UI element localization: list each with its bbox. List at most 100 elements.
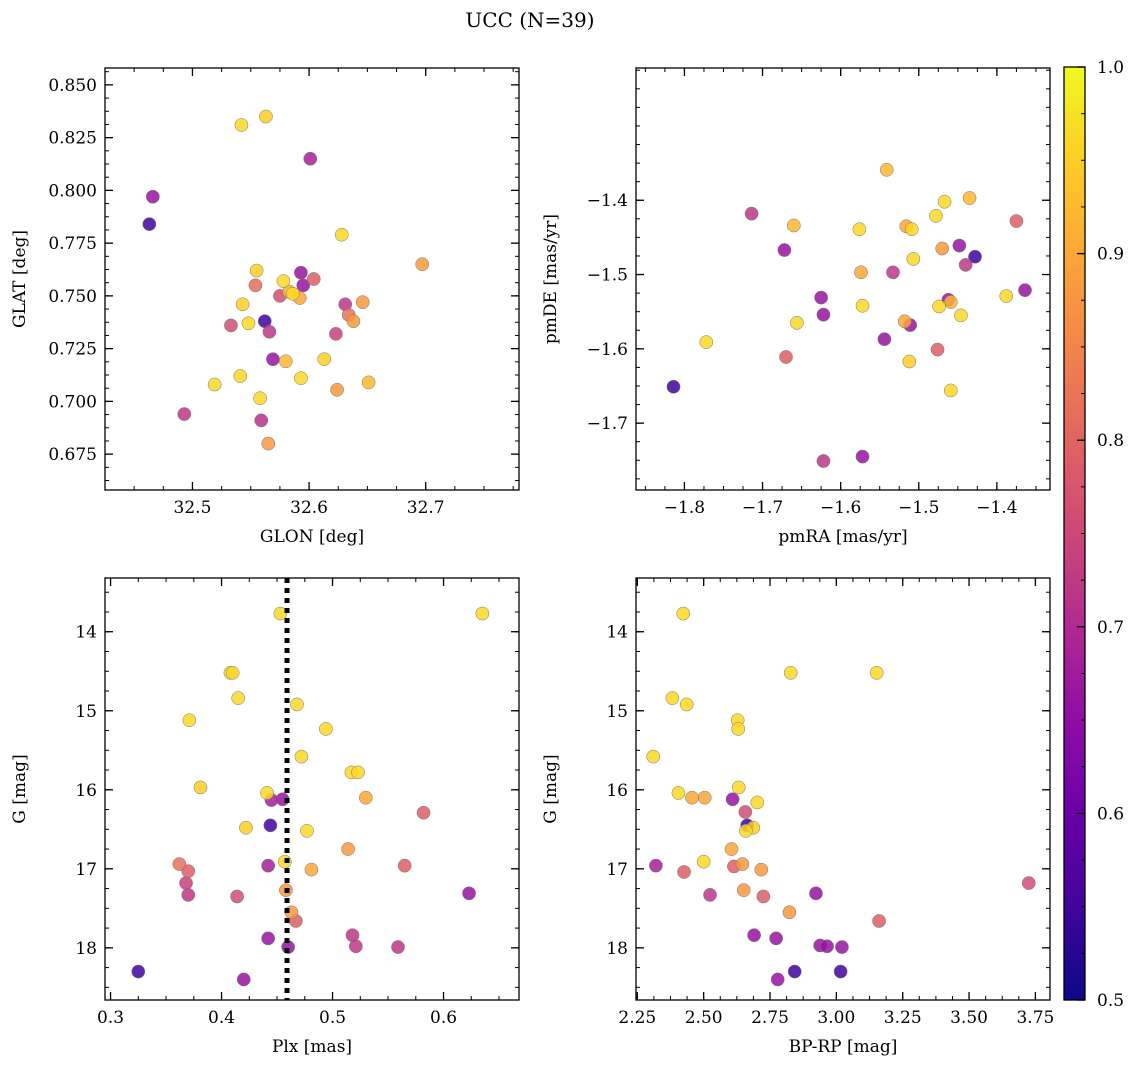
data-point xyxy=(906,252,921,266)
data-point xyxy=(679,697,694,712)
data-point xyxy=(334,227,349,242)
axes-frame xyxy=(104,577,520,1001)
data-point xyxy=(351,765,365,780)
data-point xyxy=(266,352,280,367)
data-point xyxy=(999,289,1014,303)
data-point xyxy=(725,792,740,807)
data-point xyxy=(935,241,950,256)
data-point xyxy=(665,691,680,705)
data-point xyxy=(747,928,761,943)
data-point xyxy=(142,217,157,231)
y-tick-label: 14 xyxy=(75,623,97,643)
data-point xyxy=(779,350,793,364)
data-point xyxy=(869,665,884,680)
data-point xyxy=(820,939,834,954)
data-point xyxy=(724,842,739,856)
data-point xyxy=(879,162,894,177)
data-point xyxy=(248,278,263,293)
data-point xyxy=(261,858,276,873)
data-point xyxy=(744,206,759,221)
data-point xyxy=(886,265,900,280)
data-point xyxy=(193,780,208,795)
x-axis-label: Plx [mas] xyxy=(272,1037,352,1057)
data-point xyxy=(809,886,823,901)
data-point xyxy=(207,377,222,392)
data-point xyxy=(937,194,952,209)
x-tick-label: 0.4 xyxy=(208,1008,235,1028)
data-point xyxy=(348,939,363,954)
data-point xyxy=(233,369,248,383)
data-point xyxy=(294,265,308,280)
y-tick-label: 15 xyxy=(606,702,628,722)
x-tick-label: 3.00 xyxy=(817,1008,855,1028)
scatter-points xyxy=(646,606,1036,987)
x-tick-label: 32.7 xyxy=(407,498,445,518)
data-point xyxy=(754,862,769,877)
data-point xyxy=(932,299,946,314)
data-point xyxy=(666,379,681,394)
data-point xyxy=(697,790,712,805)
data-point xyxy=(962,191,977,205)
data-point xyxy=(854,265,868,280)
data-point xyxy=(739,824,753,838)
data-point xyxy=(304,862,319,877)
data-point xyxy=(943,295,958,309)
data-point xyxy=(904,222,919,237)
colorbar-tick-label: 0.6 xyxy=(1097,804,1124,824)
x-tick-label: −1.4 xyxy=(976,498,1017,518)
data-point xyxy=(685,790,699,805)
data-point xyxy=(145,189,160,204)
data-point xyxy=(294,749,309,764)
panels: 32.5 32.6 32.7 0.675 0.700 0.725 0.750 0.775 0.8… xyxy=(10,67,1054,1057)
data-point xyxy=(236,972,251,987)
data-point xyxy=(814,290,828,305)
y-tick-label: 0.825 xyxy=(48,129,97,149)
data-point xyxy=(731,780,746,795)
x-tick-label: −1.6 xyxy=(820,498,861,518)
data-point xyxy=(285,286,300,301)
data-point xyxy=(358,790,373,805)
tick-marks xyxy=(104,68,519,490)
y-tick-label: 0.800 xyxy=(48,181,97,201)
data-point xyxy=(397,858,412,873)
data-point xyxy=(787,964,802,979)
y-tick-label: 17 xyxy=(75,860,97,880)
data-point xyxy=(954,308,968,323)
panel-2: −1.8 −1.7 −1.6 −1.5 −1.4 −1.7 −1.6 −1.5 −1.4 pmRA… xyxy=(541,67,1051,547)
data-point xyxy=(777,243,792,257)
data-point xyxy=(816,454,831,468)
data-point xyxy=(1009,214,1024,228)
data-point xyxy=(902,354,917,369)
data-point xyxy=(649,858,663,873)
data-point xyxy=(225,665,240,680)
data-point xyxy=(329,327,343,341)
data-point xyxy=(731,722,746,736)
data-point xyxy=(181,888,196,902)
data-point xyxy=(261,931,276,946)
data-point xyxy=(278,354,293,369)
axes-frame xyxy=(635,67,1051,491)
x-tick-label: −1.8 xyxy=(664,498,705,518)
y-tick-label: 18 xyxy=(606,939,628,959)
y-tick-label: −1.7 xyxy=(587,414,628,434)
x-tick-label: 3.50 xyxy=(950,1008,988,1028)
panel-4: 2.25 2.50 2.75 3.00 3.25 3.50 3.75 14 15 16 17 18 BP… xyxy=(541,577,1054,1057)
data-point xyxy=(852,222,867,237)
data-point xyxy=(294,371,308,386)
x-tick-label: 2.50 xyxy=(685,1008,723,1028)
data-point xyxy=(296,278,311,293)
x-tick-label: 2.25 xyxy=(618,1008,656,1028)
data-point xyxy=(855,449,870,464)
data-point xyxy=(224,318,238,333)
data-point xyxy=(319,722,333,736)
y-tick-label: −1.5 xyxy=(587,266,628,286)
data-point xyxy=(783,665,798,680)
data-point xyxy=(273,606,288,621)
y-tick-label: −1.6 xyxy=(587,340,628,360)
data-point xyxy=(263,818,278,833)
y-tick-label: 17 xyxy=(606,860,628,880)
data-point xyxy=(790,315,804,330)
data-point xyxy=(317,352,332,367)
data-point xyxy=(179,876,193,890)
